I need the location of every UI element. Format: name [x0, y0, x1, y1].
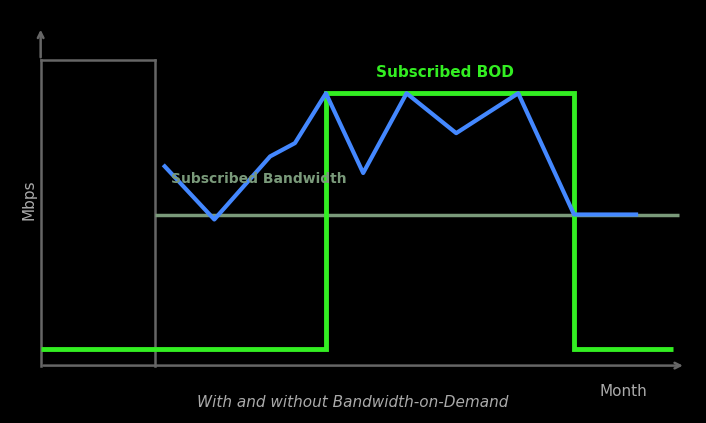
Text: With and without Bandwidth-on-Demand: With and without Bandwidth-on-Demand — [197, 396, 509, 410]
Text: Mbps: Mbps — [22, 179, 37, 220]
Text: Subscribed BOD: Subscribed BOD — [376, 65, 513, 80]
Text: Month: Month — [600, 384, 647, 399]
Text: Subscribed Bandwidth: Subscribed Bandwidth — [171, 172, 347, 186]
Bar — [41, 17, 155, 60]
